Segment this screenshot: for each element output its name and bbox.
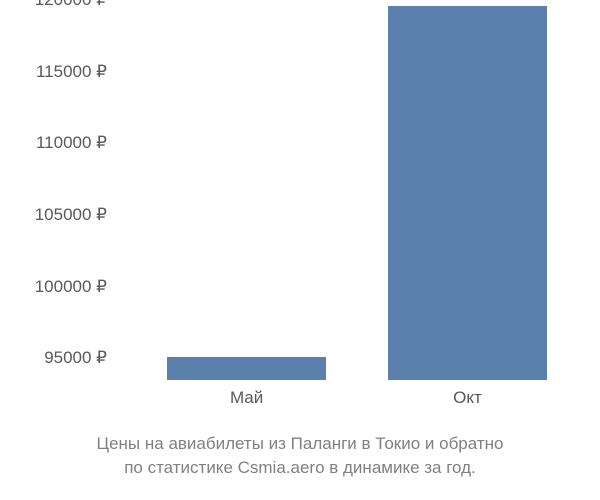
y-tick-label: 95000 ₽ — [44, 348, 107, 368]
caption-line-1: Цены на авиабилеты из Паланги в Токио и … — [0, 432, 600, 456]
y-tick-label: 120000 ₽ — [35, 0, 107, 10]
x-tick-label: Окт — [453, 388, 482, 408]
chart-plot-area — [115, 0, 585, 380]
caption-line-2: по статистике Csmia.aero в динамике за г… — [0, 456, 600, 480]
y-tick-label: 110000 ₽ — [36, 133, 107, 153]
y-tick-label: 115000 ₽ — [36, 62, 107, 82]
chart-caption: Цены на авиабилеты из Паланги в Токио и … — [0, 432, 600, 480]
x-tick-label: Май — [230, 388, 263, 408]
y-tick-label: 105000 ₽ — [35, 205, 107, 225]
bar — [167, 357, 327, 380]
y-axis: 95000 ₽ 100000 ₽ 105000 ₽ 110000 ₽ 115000 ₽ 1… — [0, 0, 115, 380]
bar — [388, 6, 548, 380]
y-tick-label: 100000 ₽ — [35, 277, 107, 297]
x-axis-labels: Май Окт — [115, 388, 585, 418]
bars-container — [115, 0, 585, 380]
